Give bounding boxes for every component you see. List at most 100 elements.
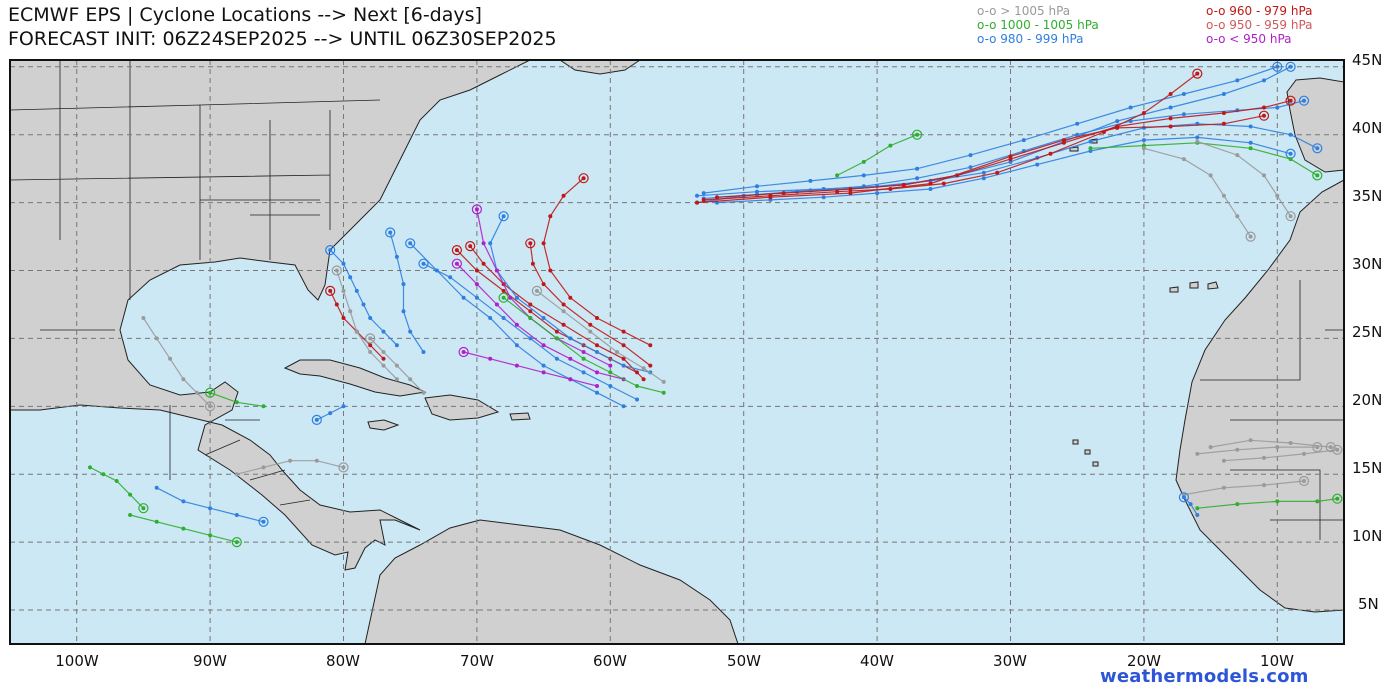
track-point: [661, 390, 666, 395]
cyclone-track: [365, 333, 426, 395]
track-end-marker: [1332, 444, 1343, 455]
track-point: [1315, 146, 1320, 151]
lat-label-25n: 25N: [1352, 323, 1383, 341]
track-point: [1235, 502, 1240, 507]
track-point: [1275, 64, 1280, 69]
chart-title-line1: ECMWF EPS | Cyclone Locations --> Next […: [8, 4, 482, 26]
cyclone-track: [234, 458, 349, 477]
track-point: [368, 343, 373, 348]
track-point: [314, 417, 319, 422]
track-point: [368, 336, 373, 341]
track-point: [1168, 92, 1173, 96]
track-end-marker: [365, 333, 376, 344]
track-point: [1181, 92, 1186, 96]
track-point: [888, 143, 893, 148]
watermark-text: weathermodels.com: [1100, 666, 1309, 687]
track-end-marker: [1312, 143, 1323, 154]
track-line: [836, 134, 918, 176]
track-point: [181, 499, 186, 504]
track-point: [1021, 138, 1026, 143]
track-end-marker: [138, 503, 149, 514]
track-point: [928, 187, 933, 191]
track-point: [901, 182, 906, 187]
track-point: [981, 176, 986, 181]
track-point: [508, 295, 513, 300]
track-point: [981, 170, 986, 175]
track-point: [1262, 173, 1266, 178]
track-end-marker: [418, 258, 429, 269]
track-point: [621, 356, 626, 361]
track-point: [394, 343, 399, 348]
track-point: [261, 519, 266, 524]
track-point: [1208, 173, 1213, 178]
track-point: [154, 336, 159, 341]
cyclone-tracks: [88, 61, 1343, 548]
track-line: [389, 232, 425, 353]
track-point: [1061, 138, 1066, 143]
track-point: [530, 261, 535, 266]
track-point: [454, 261, 459, 266]
track-end-marker: [1245, 231, 1256, 242]
track-end-marker: [325, 245, 336, 256]
cyclone-track: [141, 316, 216, 412]
track-point: [474, 282, 479, 287]
track-point: [1008, 154, 1013, 159]
track-point: [1181, 112, 1186, 117]
track-point: [481, 261, 486, 266]
track-point: [1288, 132, 1293, 137]
track-point: [968, 165, 973, 170]
track-point: [488, 356, 493, 361]
track-point: [561, 309, 566, 314]
track-point: [261, 465, 266, 470]
track-line: [1143, 147, 1252, 237]
cyclone-track: [311, 404, 346, 425]
track-point: [715, 195, 719, 200]
track-point: [328, 411, 333, 416]
track-point: [695, 200, 699, 205]
track-point: [621, 363, 626, 368]
track-point: [635, 384, 639, 388]
track-point: [208, 404, 213, 409]
track-point: [1195, 451, 1200, 456]
track-point: [348, 275, 353, 280]
track-end-marker: [1298, 95, 1310, 106]
track-point: [234, 400, 239, 405]
cyclone-track: [1088, 140, 1323, 181]
track-point: [528, 241, 533, 246]
track-end-marker: [1332, 493, 1343, 504]
track-point: [1035, 162, 1040, 167]
track-end-marker: [911, 129, 923, 140]
track-point: [488, 241, 493, 246]
track-end-marker: [578, 173, 589, 184]
track-point: [141, 316, 146, 320]
track-point: [1221, 193, 1226, 198]
track-point: [1221, 111, 1226, 115]
track-point: [481, 241, 486, 246]
track-point: [848, 191, 853, 196]
track-point: [861, 173, 866, 178]
track-end-marker: [498, 211, 509, 222]
track-point: [341, 288, 346, 293]
track-line: [696, 115, 1265, 204]
track-point: [1181, 495, 1186, 500]
track-point: [1221, 458, 1226, 463]
track-point: [1008, 159, 1013, 164]
lon-label-30w: 30W: [993, 652, 1027, 670]
track-point: [848, 187, 853, 191]
track-point: [341, 316, 346, 320]
map-grid: [10, 60, 1344, 644]
lat-label-5n: 5N: [1358, 595, 1379, 613]
track-point: [1195, 506, 1200, 511]
track-point: [581, 176, 586, 181]
track-point: [648, 343, 653, 348]
track-point: [595, 350, 599, 354]
track-point: [1221, 485, 1226, 490]
track-point: [1235, 214, 1240, 219]
legend-entry-lt950: o-o < 950 hPa: [1206, 32, 1292, 46]
track-point: [588, 322, 593, 327]
lon-label-90w: 90W: [193, 652, 227, 670]
track-point: [474, 295, 479, 300]
track-point: [1141, 138, 1146, 143]
track-point: [528, 302, 533, 307]
track-point: [514, 295, 519, 300]
